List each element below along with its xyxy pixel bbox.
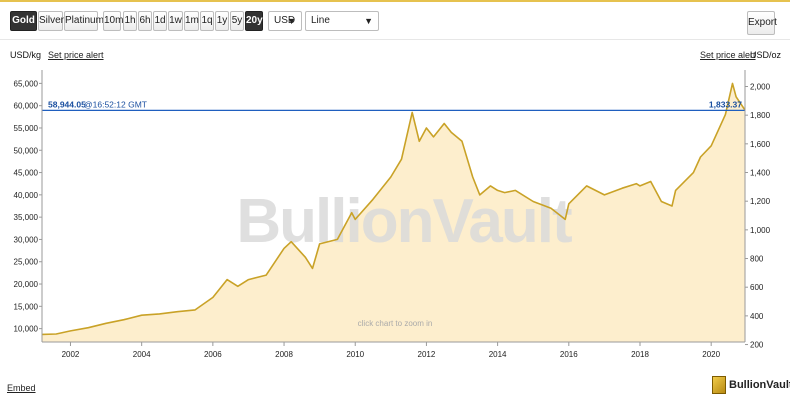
left-tick-label: 10,000 xyxy=(14,325,39,334)
right-tick-label: 1,000 xyxy=(750,226,771,235)
chart-style-select[interactable]: Line ▼ xyxy=(305,11,379,31)
left-unit-label: USD/kg xyxy=(10,50,42,60)
x-tick-label: 2020 xyxy=(702,350,720,359)
right-tick-label: 1,200 xyxy=(750,197,771,206)
left-tick-label: 15,000 xyxy=(14,302,39,311)
range-button-1m[interactable]: 1m xyxy=(184,11,199,31)
right-tick-label: 1,400 xyxy=(750,169,771,178)
set-price-alert-link-left[interactable]: Set price alert xyxy=(48,50,104,60)
range-button-6h[interactable]: 6h xyxy=(138,11,152,31)
x-tick-label: 2014 xyxy=(489,350,507,359)
zoom-hint: click chart to zoom in xyxy=(358,319,433,328)
chevron-down-icon: ▼ xyxy=(364,16,373,26)
current-price-oz: 1,833.37 xyxy=(709,99,742,109)
metal-button-silver[interactable]: Silver xyxy=(38,11,64,31)
chart-style-value: Line xyxy=(311,15,330,26)
price-chart-svg[interactable]: BullionVault click chart to zoom in 58,944… xyxy=(0,64,790,384)
current-price-time: @16:52:12 GMT xyxy=(84,99,147,109)
left-tick-label: 25,000 xyxy=(14,258,39,267)
x-tick-label: 2010 xyxy=(346,350,364,359)
right-tick-label: 400 xyxy=(750,312,764,321)
range-button-1y[interactable]: 1y xyxy=(215,11,229,31)
x-tick-label: 2002 xyxy=(62,350,80,359)
left-tick-label: 55,000 xyxy=(14,124,39,133)
range-button-5y[interactable]: 5y xyxy=(230,11,244,31)
x-tick-label: 2006 xyxy=(204,350,222,359)
chevron-down-icon: ▼ xyxy=(287,16,296,26)
range-button-20y[interactable]: 20y xyxy=(245,11,263,31)
metal-button-gold[interactable]: Gold xyxy=(10,11,37,31)
range-button-1d[interactable]: 1d xyxy=(153,11,167,31)
x-tick-label: 2008 xyxy=(275,350,293,359)
right-tick-label: 200 xyxy=(750,341,764,350)
right-tick-label: 800 xyxy=(750,255,764,264)
chart-toolbar: Gold Silver Platinum 10m 1h 6h 1d 1w 1m … xyxy=(0,0,790,40)
gold-bar-icon xyxy=(712,376,726,394)
right-tick-label: 600 xyxy=(750,283,764,292)
x-tick-label: 2018 xyxy=(631,350,649,359)
set-price-alert-link-right[interactable]: Set price alert xyxy=(700,50,756,60)
left-tick-label: 20,000 xyxy=(14,280,39,289)
range-button-1q[interactable]: 1q xyxy=(200,11,214,31)
right-tick-label: 1,600 xyxy=(750,140,771,149)
brand-name: BullionVault xyxy=(729,379,790,391)
range-button-1h[interactable]: 1h xyxy=(123,11,137,31)
x-tick-label: 2016 xyxy=(560,350,578,359)
range-button-1w[interactable]: 1w xyxy=(168,11,183,31)
bullionvault-logo: BullionVault xyxy=(712,374,790,398)
price-chart[interactable]: BullionVault click chart to zoom in 58,944… xyxy=(0,64,790,384)
left-tick-label: 45,000 xyxy=(14,169,39,178)
left-tick-label: 35,000 xyxy=(14,213,39,222)
metal-button-platinum[interactable]: Platinum xyxy=(64,11,104,31)
left-tick-label: 65,000 xyxy=(14,79,39,88)
embed-link[interactable]: Embed xyxy=(7,383,36,393)
right-unit-label: USD/oz xyxy=(750,50,782,60)
left-tick-label: 40,000 xyxy=(14,191,39,200)
left-tick-label: 30,000 xyxy=(14,235,39,244)
right-tick-label: 2,000 xyxy=(750,82,771,91)
watermark-text: BullionVault xyxy=(236,187,572,256)
x-tick-label: 2012 xyxy=(418,350,436,359)
x-tick-label: 2004 xyxy=(133,350,151,359)
current-price-kg: 58,944.05 xyxy=(48,99,86,109)
left-tick-label: 50,000 xyxy=(14,146,39,155)
price-area xyxy=(42,83,745,343)
left-tick-label: 60,000 xyxy=(14,102,39,111)
price-line xyxy=(41,82,746,336)
range-button-10m[interactable]: 10m xyxy=(103,11,123,31)
export-button[interactable]: Export xyxy=(747,11,777,35)
currency-select[interactable]: USD ▼ xyxy=(268,11,302,31)
right-tick-label: 1,800 xyxy=(750,111,771,120)
currency-value: USD xyxy=(274,15,296,26)
